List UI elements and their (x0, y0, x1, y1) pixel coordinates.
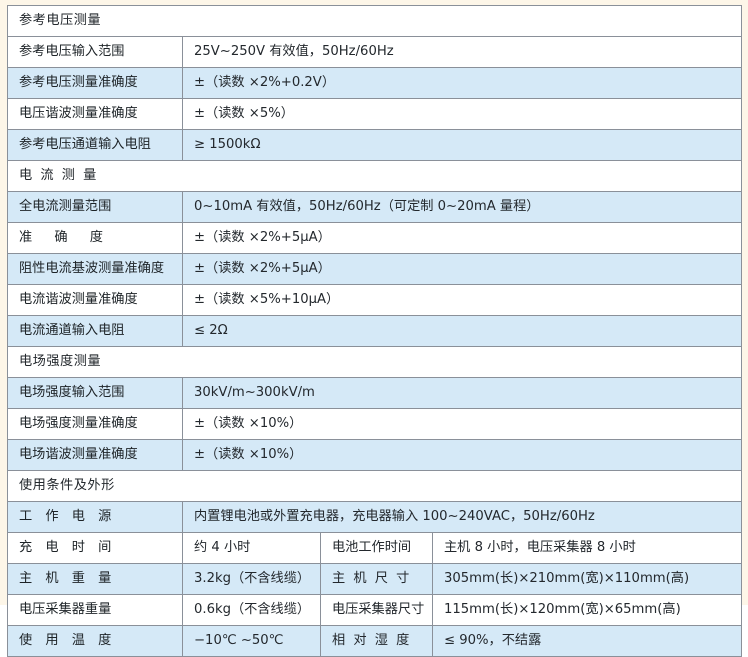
row-label-secondary: 主 机 尺 寸 (320, 563, 433, 595)
table-row: 充 电 时 间 约 4 小时 电池工作时间 主机 8 小时，电压采集器 8 小时 (7, 532, 742, 564)
table-row: 全电流测量范围 0~10mA 有效值，50Hz/60Hz（可定制 0~20mA … (7, 191, 742, 223)
row-label: 工 作 电 源 (7, 501, 183, 533)
row-label: 电流谐波测量准确度 (7, 284, 183, 316)
row-value-secondary: 115mm(长)×120mm(宽)×65mm(高) (432, 594, 742, 626)
row-label: 电流通道输入电阻 (7, 315, 183, 347)
table-row: 准 确 度 ±（读数 ×2%+5μA） (7, 222, 742, 254)
row-label: 电压谐波测量准确度 (7, 98, 183, 130)
table-row: 参考电压测量准确度 ±（读数 ×2%+0.2V） (7, 67, 742, 99)
table-row: 使 用 温 度 −10℃ ~50℃ 相 对 湿 度 ≤ 90%，不结露 (7, 625, 742, 657)
table-row: 电场强度测量准确度 ±（读数 ×10%） (7, 408, 742, 440)
section-heading-label: 电 流 测 量 (7, 160, 742, 192)
row-label: 电场强度输入范围 (7, 377, 183, 409)
row-value: ≤ 2Ω (182, 315, 742, 347)
table-row: 参考电压输入范围 25V~250V 有效值，50Hz/60Hz (7, 36, 742, 68)
section-heading-row: 参考电压测量 (7, 5, 742, 37)
row-value: ≥ 1500kΩ (182, 129, 742, 161)
row-value: ±（读数 ×10%） (182, 408, 742, 440)
row-label: 准 确 度 (7, 222, 183, 254)
row-label: 电场谐波测量准确度 (7, 439, 183, 471)
row-label: 主 机 重 量 (7, 563, 183, 595)
row-label: 阻性电流基波测量准确度 (7, 253, 183, 285)
row-value: ±（读数 ×2%+0.2V） (182, 67, 742, 99)
row-label: 电压采集器重量 (7, 594, 183, 626)
table-row: 电场谐波测量准确度 ±（读数 ×10%） (7, 439, 742, 471)
row-label-secondary: 电池工作时间 (320, 532, 433, 564)
table-row: 电流通道输入电阻 ≤ 2Ω (7, 315, 742, 347)
row-value: 25V~250V 有效值，50Hz/60Hz (182, 36, 742, 68)
row-value: 0~10mA 有效值，50Hz/60Hz（可定制 0~20mA 量程） (182, 191, 742, 223)
row-value-secondary: 主机 8 小时，电压采集器 8 小时 (432, 532, 742, 564)
row-label-secondary: 相 对 湿 度 (320, 625, 433, 657)
table-row: 工 作 电 源 内置锂电池或外置充电器，充电器输入 100~240VAC，50H… (7, 501, 742, 533)
table-body: 参考电压测量 参考电压输入范围 25V~250V 有效值，50Hz/60Hz 参… (7, 5, 742, 657)
table-row: 电场强度输入范围 30kV/m~300kV/m (7, 377, 742, 409)
row-value: 内置锂电池或外置充电器，充电器输入 100~240VAC，50Hz/60Hz (182, 501, 742, 533)
row-label: 参考电压输入范围 (7, 36, 183, 68)
row-label: 使 用 温 度 (7, 625, 183, 657)
row-value-secondary: ≤ 90%，不结露 (432, 625, 742, 657)
row-label-secondary: 电压采集器尺寸 (320, 594, 433, 626)
row-value: ±（读数 ×5%） (182, 98, 742, 130)
section-heading-row: 使用条件及外形 (7, 470, 742, 502)
section-heading-label: 电场强度测量 (7, 346, 742, 378)
row-label: 参考电压通道输入电阻 (7, 129, 183, 161)
table-row: 电压谐波测量准确度 ±（读数 ×5%） (7, 98, 742, 130)
specifications-table: 参考电压测量 参考电压输入范围 25V~250V 有效值，50Hz/60Hz 参… (7, 5, 742, 657)
row-label: 参考电压测量准确度 (7, 67, 183, 99)
row-value: 30kV/m~300kV/m (182, 377, 742, 409)
table-row: 电压采集器重量 0.6kg（不含线缆） 电压采集器尺寸 115mm(长)×120… (7, 594, 742, 626)
row-label: 电场强度测量准确度 (7, 408, 183, 440)
row-value: 约 4 小时 (182, 532, 321, 564)
row-value-secondary: 305mm(长)×210mm(宽)×110mm(高) (432, 563, 742, 595)
row-value: ±（读数 ×2%+5μA） (182, 253, 742, 285)
row-value: ±（读数 ×5%+10μA） (182, 284, 742, 316)
table-row: 电流谐波测量准确度 ±（读数 ×5%+10μA） (7, 284, 742, 316)
section-heading-row: 电场强度测量 (7, 346, 742, 378)
section-heading-label: 使用条件及外形 (7, 470, 742, 502)
section-heading-label: 参考电压测量 (7, 5, 742, 37)
section-heading-row: 电 流 测 量 (7, 160, 742, 192)
row-value: 3.2kg（不含线缆） (182, 563, 321, 595)
table-row: 参考电压通道输入电阻 ≥ 1500kΩ (7, 129, 742, 161)
row-value: ±（读数 ×10%） (182, 439, 742, 471)
row-value: −10℃ ~50℃ (182, 625, 321, 657)
row-value: ±（读数 ×2%+5μA） (182, 222, 742, 254)
table-row: 主 机 重 量 3.2kg（不含线缆） 主 机 尺 寸 305mm(长)×210… (7, 563, 742, 595)
row-value: 0.6kg（不含线缆） (182, 594, 321, 626)
table-row: 阻性电流基波测量准确度 ±（读数 ×2%+5μA） (7, 253, 742, 285)
row-label: 全电流测量范围 (7, 191, 183, 223)
row-label: 充 电 时 间 (7, 532, 183, 564)
